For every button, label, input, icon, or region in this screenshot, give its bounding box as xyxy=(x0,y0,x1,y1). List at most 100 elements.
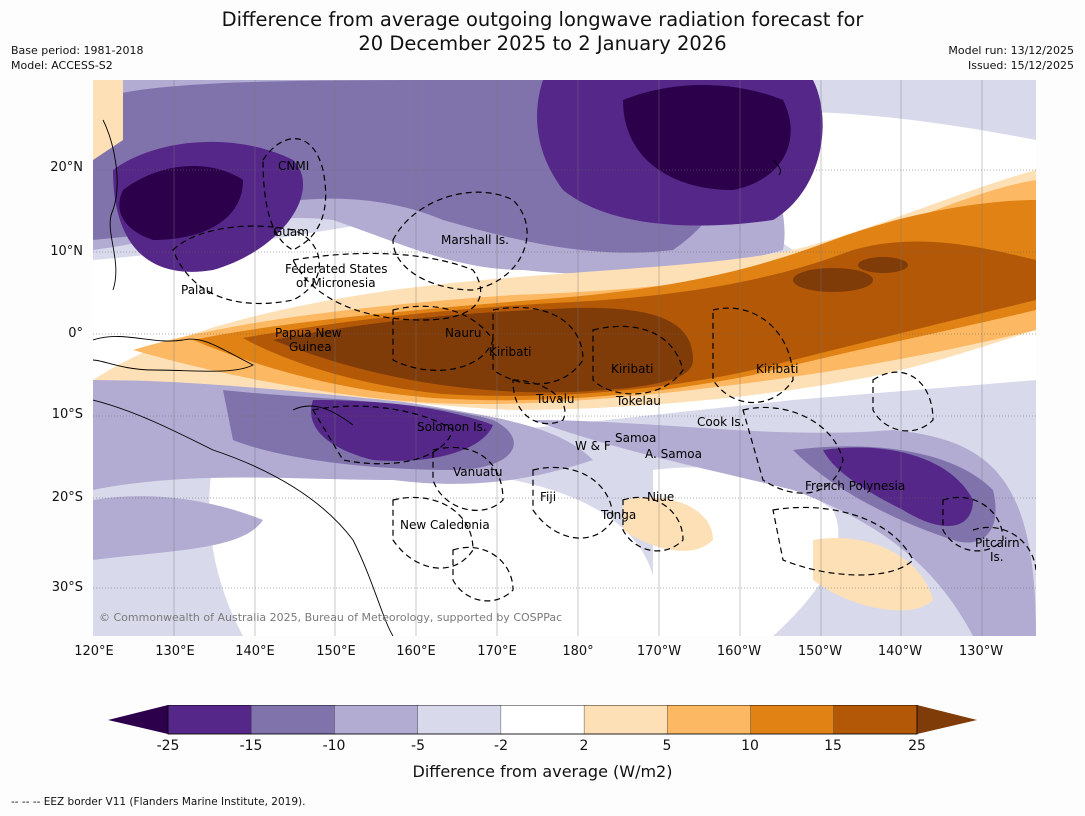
label-kiribati-c: Kiribati xyxy=(611,362,653,376)
label-solomon: Solomon Is. xyxy=(417,420,487,434)
lon-tick-150e: 150°E xyxy=(316,644,356,659)
field-neg-15-south xyxy=(311,400,493,461)
cb-label-10: 10 xyxy=(741,738,759,754)
colorbar-outline xyxy=(167,704,918,735)
lon-tick-140w: 140°W xyxy=(877,644,923,659)
field-neg-5-australia xyxy=(93,496,263,560)
new-guinea-coast xyxy=(93,336,255,372)
title-line-1: Difference from average outgoing longwav… xyxy=(221,8,864,31)
lon-tick-170w: 170°W xyxy=(636,644,682,659)
meridians xyxy=(173,80,983,636)
cb-label-25: 25 xyxy=(908,738,926,754)
colorbar-svg xyxy=(108,704,977,735)
label-asamoa: A. Samoa xyxy=(645,447,702,461)
label-pitcairn-1: Pitcairn xyxy=(975,536,1020,550)
label-kiribati-w: Kiribati xyxy=(489,345,531,359)
lon-tick-180: 180° xyxy=(562,644,594,659)
lat-tick-20s: 20°S xyxy=(51,490,83,505)
copyright-notice: © Commonwealth of Australia 2025, Bureau… xyxy=(99,611,562,624)
map-title: Difference from average outgoing longwav… xyxy=(0,8,1085,56)
field-pos-2-tonga xyxy=(623,497,713,551)
field-neg-25-north xyxy=(623,85,791,190)
lon-tick-160w: 160°W xyxy=(716,644,762,659)
label-pitcairn-2: Is. xyxy=(990,550,1004,564)
meta-right: Model run: 13/12/2025 Issued: 15/12/2025 xyxy=(948,43,1074,73)
field-neg-25-west xyxy=(119,166,243,240)
lon-tick-140e: 140°E xyxy=(235,644,275,659)
label-wf: W & F xyxy=(575,439,611,453)
colorbar-segments xyxy=(167,704,918,735)
cb-label-5: 5 xyxy=(662,738,672,754)
label-samoa: Samoa xyxy=(615,431,656,445)
colorbar-cap-high xyxy=(917,705,977,734)
title-line-2: 20 December 2025 to 2 January 2026 xyxy=(358,32,727,55)
lon-tick-130w: 130°W xyxy=(958,644,1004,659)
hawaii-coast xyxy=(772,159,781,176)
base-period: Base period: 1981-2018 xyxy=(11,44,144,57)
map-canvas: CNMI Guam Marshall Is. Federated States … xyxy=(93,80,1036,636)
colorbar-segment xyxy=(500,704,585,735)
issued-date: Issued: 15/12/2025 xyxy=(967,59,1074,72)
label-niue: Niue xyxy=(647,490,674,504)
colorbar-segment xyxy=(833,704,918,735)
label-kiribati-e: Kiribati xyxy=(756,362,798,376)
field-pos-25 xyxy=(273,307,693,393)
lon-tick-170e: 170°E xyxy=(477,644,517,659)
label-french-polynesia: French Polynesia xyxy=(805,479,905,493)
lat-tick-0: 0° xyxy=(68,326,83,341)
label-new-caledonia: New Caledonia xyxy=(400,518,490,532)
label-vanuatu: Vanuatu xyxy=(453,465,503,479)
lat-tick-10s: 10°S xyxy=(51,407,83,422)
colorbar-segment xyxy=(334,704,419,735)
cb-label-neg5: -5 xyxy=(411,738,425,754)
lat-tick-10n: 10°N xyxy=(50,244,83,259)
label-tokelau: Tokelau xyxy=(615,394,661,408)
lon-tick-120e: 120°E xyxy=(74,644,114,659)
cb-label-2: 2 xyxy=(579,738,589,754)
lon-tick-160e: 160°E xyxy=(396,644,436,659)
colorbar-segment xyxy=(167,704,252,735)
lon-tick-150w: 150°W xyxy=(797,644,843,659)
colorbar-segment xyxy=(750,704,835,735)
olr-anomaly-map: CNMI Guam Marshall Is. Federated States … xyxy=(93,80,1036,636)
meta-left: Base period: 1981-2018 Model: ACCESS-S2 xyxy=(11,43,143,73)
australia-east-coast xyxy=(93,399,394,636)
lon-tick-130e: 130°E xyxy=(155,644,195,659)
philippines-coast xyxy=(102,119,118,291)
colorbar-segment xyxy=(417,704,502,735)
label-guam: Guam xyxy=(273,225,309,239)
label-tonga: Tonga xyxy=(600,508,636,522)
eez-borders xyxy=(172,138,1036,602)
label-micronesia-1: Federated States xyxy=(285,262,387,276)
label-marshall: Marshall Is. xyxy=(441,233,509,247)
cb-label-neg15: -15 xyxy=(239,738,263,754)
model-run: Model run: 13/12/2025 xyxy=(948,44,1074,57)
label-png-2: Guinea xyxy=(289,340,332,354)
label-micronesia-2: of Micronesia xyxy=(296,276,376,290)
field-neg-15-southeast xyxy=(823,447,973,527)
colorbar-segment xyxy=(251,704,336,735)
colorbar-cap-low xyxy=(108,705,168,734)
colorbar-title: Difference from average (W/m2) xyxy=(412,762,673,781)
lat-tick-20n: 20°N xyxy=(50,160,83,175)
cb-label-neg2: -2 xyxy=(494,738,508,754)
cb-label-15: 15 xyxy=(824,738,842,754)
label-fiji: Fiji xyxy=(540,490,556,504)
model-name: Model: ACCESS-S2 xyxy=(11,59,113,72)
eez-footnote: -- -- -- EEZ border V11 (Flanders Marine… xyxy=(11,796,306,808)
label-png-1: Papua New xyxy=(275,326,342,340)
field-neutral-southwest xyxy=(209,453,657,636)
field-pos-2-corner xyxy=(93,80,123,160)
label-tuvalu: Tuvalu xyxy=(535,392,575,406)
label-cnmi: CNMI xyxy=(278,159,309,173)
field-pos-25-east xyxy=(858,257,908,273)
field-neutral-south xyxy=(653,467,839,636)
label-nauru: Nauru xyxy=(445,326,481,340)
lat-tick-30s: 30°S xyxy=(51,580,83,595)
label-cook: Cook Is. xyxy=(697,415,744,429)
label-palau: Palau xyxy=(181,283,213,297)
colorbar-segment xyxy=(667,704,752,735)
colorbar xyxy=(108,704,978,739)
colorbar-segment xyxy=(583,704,669,735)
cb-label-neg25: -25 xyxy=(156,738,180,754)
